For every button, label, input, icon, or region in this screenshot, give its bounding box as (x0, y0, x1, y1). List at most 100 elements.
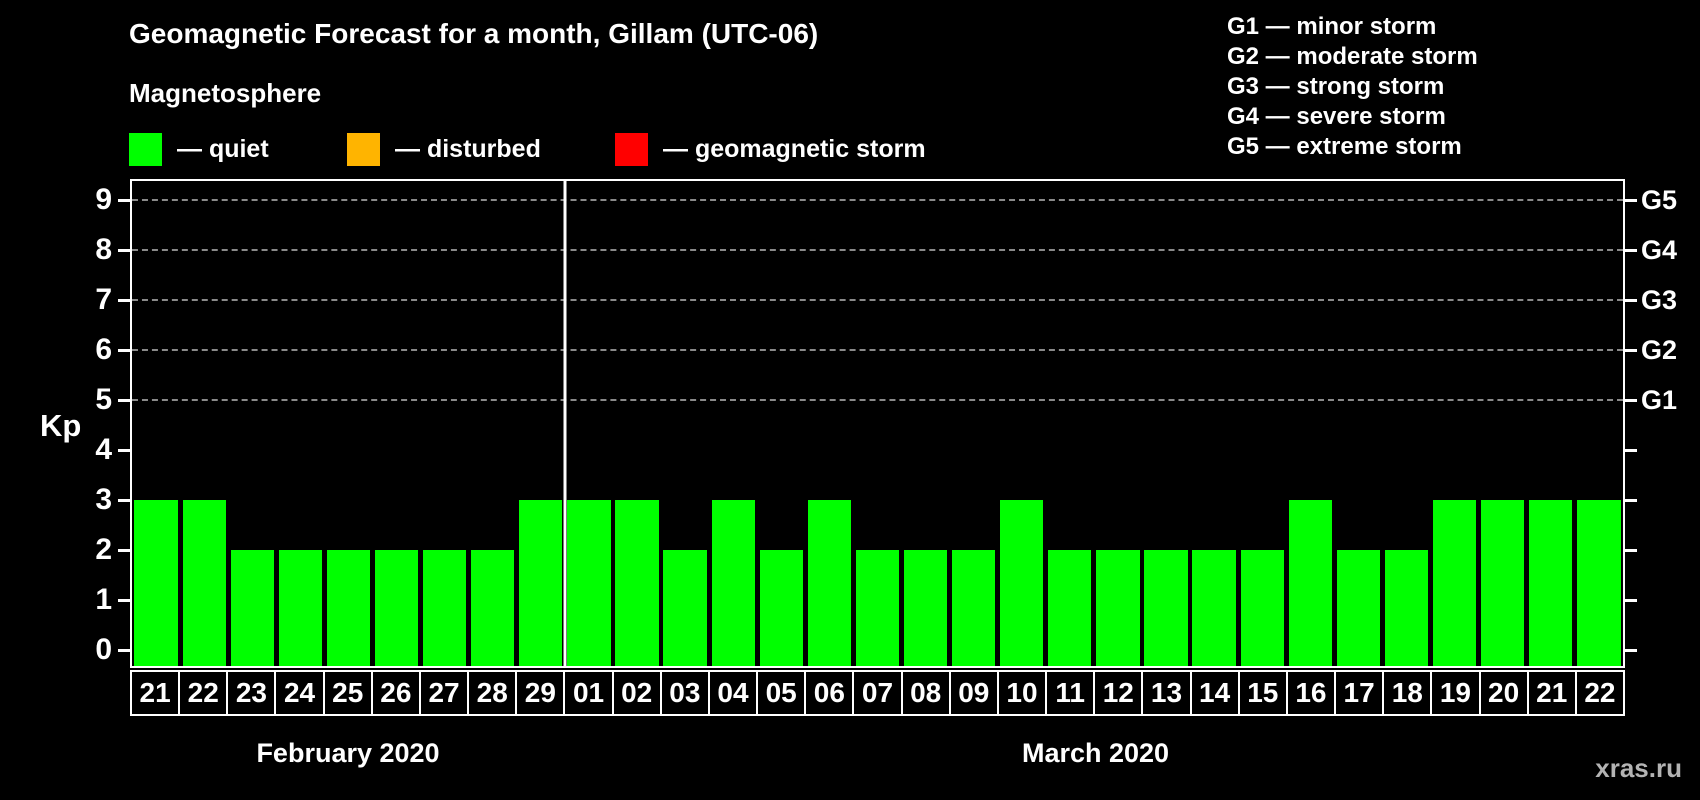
bar-cell-mar-03 (661, 181, 709, 666)
bar-cell-mar-06 (805, 181, 853, 666)
month-label-february: February 2020 (256, 738, 440, 768)
day-label-feb-28: 28 (469, 672, 516, 714)
kp-bar-mar-20 (1481, 500, 1525, 666)
bar-cell-feb-27 (421, 181, 469, 666)
day-label-mar-01: 01 (565, 672, 612, 714)
right-tick-kp9 (1625, 199, 1637, 202)
day-label-mar-16: 16 (1287, 672, 1335, 714)
kp-bar-mar-17 (1336, 550, 1381, 666)
kp-bar-feb-28 (471, 550, 515, 666)
day-label-feb-21: 21 (132, 672, 179, 714)
kp-bar-mar-16 (1288, 500, 1332, 666)
bar-cell-feb-28 (469, 181, 517, 666)
day-label-feb-26: 26 (372, 672, 419, 714)
day-label-mar-21: 21 (1528, 672, 1575, 714)
kp-bar-feb-24 (278, 550, 322, 666)
bar-cell-mar-13 (1142, 181, 1190, 666)
bar-cell-feb-21 (132, 181, 180, 666)
day-label-feb-29: 29 (517, 672, 564, 714)
legend-item-label: — geomagnetic storm (663, 135, 926, 163)
legend-item-label: — disturbed (395, 135, 541, 163)
right-tick-kp1 (1625, 599, 1637, 602)
bar-cell-mar-05 (757, 181, 805, 666)
right-tick-kp3 (1625, 499, 1637, 502)
right-axis-label-g2: G2 (1641, 335, 1678, 365)
bar-cell-feb-26 (372, 181, 420, 666)
right-tick-kp5 (1625, 399, 1637, 402)
left-tick-kp4 (118, 449, 130, 452)
storm-scale-legend-line: G4 — severe storm (1227, 103, 1446, 130)
left-tick-kp6 (118, 349, 130, 352)
gridline-kp8 (132, 249, 1623, 251)
bar-cell-mar-15 (1238, 181, 1286, 666)
storm-scale-legend: G1 — minor storm G2 — moderate storm G3 — … (1227, 12, 1478, 162)
storm-scale-legend-line: G1 — minor storm (1227, 13, 1437, 40)
right-tick-kp7 (1625, 299, 1637, 302)
day-label-mar-03: 03 (661, 672, 708, 714)
right-tick-kp0 (1625, 649, 1637, 652)
right-tick-kp6 (1625, 349, 1637, 352)
day-label-mar-06: 06 (806, 672, 853, 714)
storm-color-swatch (615, 133, 648, 166)
day-label-mar-22: 22 (1576, 672, 1623, 714)
kp-bar-mar-09 (952, 550, 996, 666)
day-label-feb-24: 24 (276, 672, 323, 714)
day-label-mar-19: 19 (1432, 672, 1479, 714)
watermark: xras.ru (1595, 753, 1682, 783)
storm-scale-legend-line: G3 — strong storm (1227, 73, 1445, 100)
bar-cell-feb-24 (276, 181, 324, 666)
kp-bar-feb-23 (230, 550, 274, 666)
kp-bar-mar-05 (759, 550, 803, 666)
bar-cell-mar-17 (1334, 181, 1382, 666)
y-axis-label-1: 1 (95, 583, 112, 616)
bar-cell-mar-07 (853, 181, 901, 666)
day-label-mar-09: 09 (950, 672, 997, 714)
bar-cell-mar-14 (1190, 181, 1238, 666)
left-tick-kp5 (118, 399, 130, 402)
kp-bar-mar-04 (711, 500, 755, 666)
bar-cell-mar-09 (950, 181, 998, 666)
day-label-mar-04: 04 (709, 672, 757, 714)
day-label-mar-07: 07 (854, 672, 901, 714)
right-axis-label-g4: G4 (1641, 235, 1678, 265)
bar-cell-mar-01 (565, 181, 613, 666)
day-label-mar-11: 11 (1047, 672, 1094, 714)
legend-item-storm: — geomagnetic storm (615, 133, 926, 166)
left-tick-kp1 (118, 599, 130, 602)
kp-bar-feb-22 (182, 500, 226, 666)
bar-cell-mar-04 (709, 181, 757, 666)
day-label-feb-22: 22 (180, 672, 227, 714)
kp-bar-mar-21 (1529, 500, 1573, 666)
bar-cell-feb-29 (517, 181, 565, 666)
day-label-mar-20: 20 (1480, 672, 1527, 714)
month-label-march: March 2020 (1021, 738, 1170, 768)
storm-scale-legend-line: G5 — extreme storm (1227, 133, 1462, 160)
y-axis-label-5: 5 (95, 383, 112, 416)
kp-bar-mar-14 (1192, 550, 1236, 666)
y-axis-label-0: 0 (95, 633, 112, 666)
day-label-mar-10: 10 (998, 672, 1046, 714)
bar-cell-mar-21 (1527, 181, 1575, 666)
day-label-mar-14: 14 (1191, 672, 1238, 714)
month-separator-line (563, 181, 567, 666)
right-axis-label-g1: G1 (1641, 385, 1678, 415)
right-tick-kp4 (1625, 449, 1637, 452)
kp-bar-mar-10 (1000, 500, 1044, 666)
bar-cell-mar-10 (998, 181, 1046, 666)
left-tick-kp9 (118, 199, 130, 202)
left-tick-kp2 (118, 549, 130, 552)
bar-cell-mar-18 (1382, 181, 1430, 666)
day-label-feb-27: 27 (420, 672, 468, 714)
left-tick-kp7 (118, 299, 130, 302)
bar-cell-mar-11 (1046, 181, 1094, 666)
kp-bar-mar-15 (1240, 550, 1284, 666)
bar-cell-mar-08 (902, 181, 950, 666)
kp-bar-feb-26 (374, 550, 419, 666)
bar-cell-mar-19 (1431, 181, 1479, 666)
disturbed-color-swatch (347, 133, 380, 166)
day-label-mar-12: 12 (1095, 672, 1142, 714)
kp-bar-mar-19 (1432, 500, 1477, 666)
kp-bar-mar-12 (1096, 550, 1140, 666)
day-label-mar-15: 15 (1239, 672, 1286, 714)
